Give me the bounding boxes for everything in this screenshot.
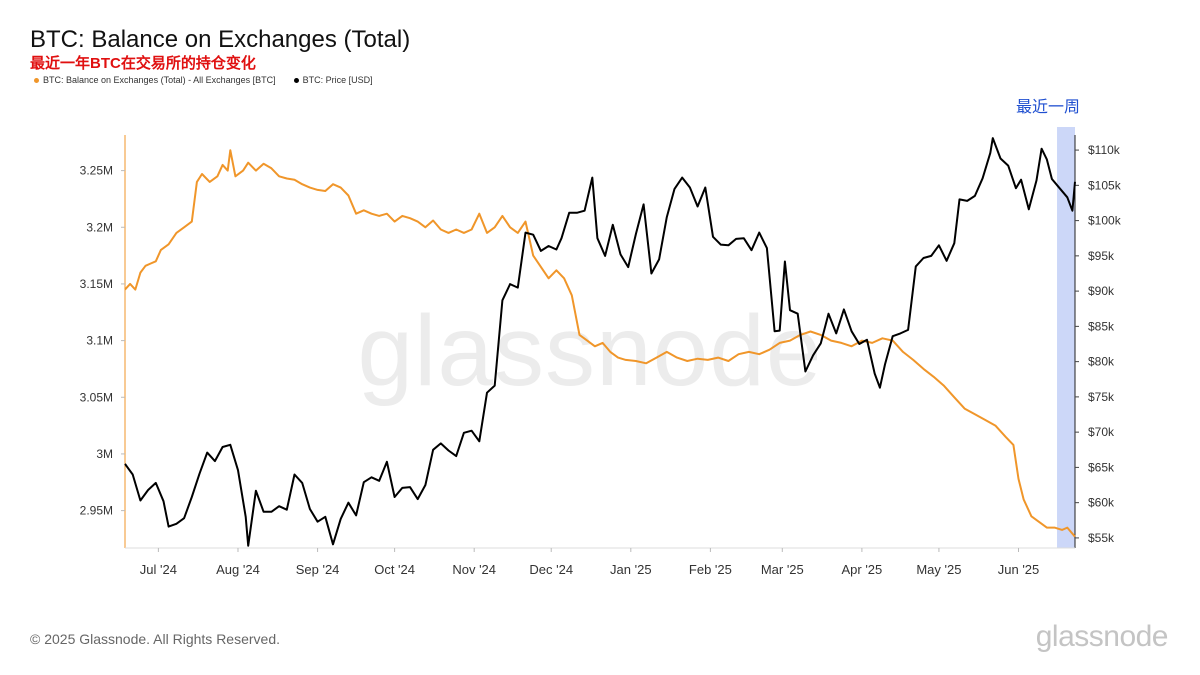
x-tick-label: Mar '25 — [761, 562, 804, 577]
series-lines — [124, 137, 1076, 547]
legend-label-balance: BTC: Balance on Exchanges (Total) - All … — [43, 75, 276, 85]
right-tick-label: $80k — [1088, 355, 1115, 369]
left-tick-label: 2.95M — [80, 504, 113, 518]
legend-item-balance[interactable]: BTC: Balance on Exchanges (Total) - All … — [34, 75, 276, 85]
left-tick-label: 3M — [96, 447, 113, 461]
right-tick-label: $105k — [1088, 178, 1122, 192]
right-tick-label: $110k — [1088, 143, 1121, 157]
right-tick-label: $85k — [1088, 319, 1115, 333]
x-tick-label: Nov '24 — [452, 562, 496, 577]
left-axis-ticks: 2.95M 3M 3.05M 3.1M 3.15M 3.2M 3.25M — [80, 164, 125, 518]
legend-item-price[interactable]: BTC: Price [USD] — [293, 75, 373, 85]
x-axis-ticks: Jul '24 Aug '24 Sep '24 Oct '24 Nov '24 Dec '… — [140, 548, 1039, 577]
x-tick-label: Oct '24 — [374, 562, 415, 577]
legend-label-price: BTC: Price [USD] — [302, 75, 373, 85]
x-tick-label: Jul '24 — [140, 562, 177, 577]
chart-legend: BTC: Balance on Exchanges (Total) - All … — [34, 75, 373, 85]
left-tick-label: 3.2M — [86, 220, 113, 234]
x-tick-label: Apr '25 — [841, 562, 882, 577]
right-tick-label: $75k — [1088, 390, 1115, 404]
right-tick-label: $60k — [1088, 496, 1115, 510]
copyright-text: © 2025 Glassnode. All Rights Reserved. — [30, 631, 281, 647]
balance-series-line[interactable] — [124, 149, 1076, 538]
right-tick-label: $65k — [1088, 460, 1115, 474]
right-tick-label: $95k — [1088, 249, 1115, 263]
right-tick-label: $70k — [1088, 425, 1115, 439]
chart-subtitle: 最近一年BTC在交易所的持仓变化 — [30, 55, 256, 72]
left-tick-label: 3.1M — [86, 334, 113, 348]
x-tick-label: Dec '24 — [529, 562, 573, 577]
left-tick-label: 3.15M — [80, 277, 113, 291]
watermark-text: glassnode — [358, 295, 823, 407]
x-tick-label: May '25 — [916, 562, 961, 577]
legend-marker-price — [293, 77, 299, 83]
chart-title: BTC: Balance on Exchanges (Total) — [30, 26, 411, 53]
right-axis-ticks: $55k $60k $65k $70k $75k $80k $85k $90k $95k $100… — [1075, 143, 1122, 545]
x-tick-label: Jun '25 — [998, 562, 1040, 577]
price-series-line[interactable] — [124, 137, 1076, 547]
right-tick-label: $55k — [1088, 531, 1115, 545]
left-tick-label: 3.25M — [80, 164, 113, 178]
x-tick-label: Sep '24 — [296, 562, 340, 577]
x-tick-label: Aug '24 — [216, 562, 260, 577]
recent-week-annotation: 最近一周 — [1016, 98, 1080, 116]
left-tick-label: 3.05M — [80, 390, 113, 404]
right-tick-label: $100k — [1088, 214, 1122, 228]
x-tick-label: Feb '25 — [689, 562, 732, 577]
legend-marker-balance — [34, 77, 39, 83]
recent-week-highlight — [1057, 127, 1075, 548]
x-tick-label: Jan '25 — [610, 562, 652, 577]
glassnode-logo[interactable]: glassnode — [1035, 620, 1169, 653]
right-tick-label: $90k — [1088, 284, 1115, 298]
